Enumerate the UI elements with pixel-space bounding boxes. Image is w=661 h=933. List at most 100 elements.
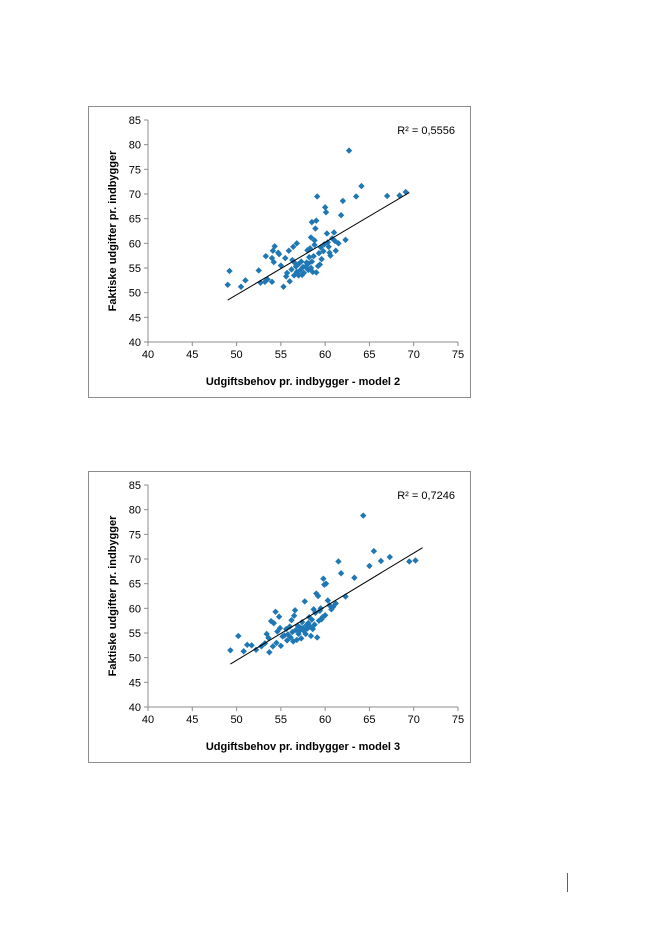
y-tick-label: 75 — [129, 529, 141, 541]
data-point — [412, 557, 419, 564]
data-point — [290, 243, 297, 250]
x-tick-label: 40 — [142, 349, 154, 361]
data-point — [330, 229, 338, 236]
x-tick-label: 55 — [275, 349, 287, 361]
data-point — [248, 642, 255, 649]
data-point — [242, 277, 249, 284]
r-squared-label: R² = 0,7246 — [397, 490, 455, 502]
y-tick-label: 55 — [129, 628, 141, 640]
data-point — [327, 252, 334, 259]
data-point — [332, 247, 339, 254]
data-point — [224, 281, 231, 288]
data-point — [291, 607, 299, 614]
data-point — [288, 616, 295, 624]
data-point — [302, 630, 309, 638]
data-point — [311, 237, 318, 244]
y-tick-label: 75 — [129, 164, 141, 176]
data-point — [307, 264, 315, 272]
data-point — [288, 266, 295, 273]
data-point — [268, 278, 276, 286]
data-point — [337, 212, 345, 219]
data-point — [321, 241, 328, 248]
y-tick-label: 80 — [129, 140, 141, 152]
data-point — [315, 250, 323, 257]
y-tick-label: 40 — [129, 337, 141, 349]
data-point — [323, 230, 331, 237]
data-point — [312, 225, 319, 232]
data-point — [325, 243, 332, 250]
data-point — [276, 624, 284, 632]
x-tick-label: 55 — [275, 714, 287, 726]
x-tick-label: 65 — [363, 714, 375, 726]
x-tick-label: 45 — [186, 349, 198, 361]
data-point — [366, 562, 373, 570]
y-tick-label: 50 — [129, 288, 141, 300]
x-tick-label: 50 — [230, 714, 242, 726]
data-point — [240, 648, 247, 655]
x-tick-label: 70 — [408, 714, 420, 726]
data-point — [271, 243, 278, 250]
data-point — [280, 283, 287, 290]
data-point — [299, 624, 307, 632]
scatter-chart-model-2: 40 45 50 55 60 65 70 75 80 85 40 45 50 55 60 65 70 75 Udgi… — [88, 106, 471, 398]
data-point — [320, 248, 327, 255]
data-point — [352, 193, 360, 200]
data-point — [273, 639, 280, 647]
data-point — [339, 197, 347, 205]
y-tick-label: 70 — [129, 189, 141, 201]
data-point — [301, 598, 308, 605]
data-point — [237, 283, 245, 290]
data-point — [306, 253, 313, 261]
data-point — [307, 234, 315, 241]
data-point — [270, 258, 277, 266]
data-point — [226, 267, 233, 275]
x-tick-label: 60 — [319, 349, 331, 361]
data-point — [321, 612, 329, 619]
chart-canvas: 40 45 50 55 60 65 70 75 80 85 40 45 50 55 60 65 70 75 Udgi… — [107, 480, 464, 753]
data-point — [360, 512, 367, 519]
data-point — [293, 240, 300, 247]
data-point — [285, 247, 293, 254]
data-point — [324, 239, 331, 246]
x-tick-label: 75 — [452, 349, 464, 361]
data-point — [298, 258, 305, 265]
data-point — [313, 269, 320, 276]
data-point — [275, 613, 283, 620]
trendline — [227, 192, 410, 301]
data-point — [316, 261, 324, 268]
y-tick-label: 55 — [129, 263, 141, 275]
data-point — [335, 558, 342, 565]
trendline — [230, 547, 423, 665]
data-point — [262, 252, 269, 260]
data-point — [283, 637, 291, 644]
page-marker — [567, 873, 568, 892]
y-tick-label: 50 — [129, 653, 141, 665]
x-tick-label: 75 — [452, 714, 464, 726]
data-point — [307, 632, 315, 640]
data-point — [337, 570, 345, 577]
data-point — [283, 269, 291, 277]
x-tick-label: 50 — [230, 349, 242, 361]
data-point — [275, 250, 283, 258]
data-point — [406, 558, 413, 565]
data-point — [300, 269, 308, 277]
data-point — [244, 641, 251, 649]
data-point — [383, 192, 391, 200]
data-point — [370, 547, 378, 555]
y-axis-title: Faktiske udgifter pr. indbygger — [107, 150, 119, 311]
data-point — [351, 574, 358, 581]
y-tick-label: 85 — [129, 480, 141, 492]
data-point — [255, 267, 262, 274]
data-point — [286, 278, 293, 285]
data-point — [227, 647, 234, 654]
x-tick-label: 40 — [142, 714, 154, 726]
x-axis-title: Udgiftsbehov pr. indbygger - model 3 — [206, 741, 400, 753]
r-squared-label: R² = 0,5556 — [397, 125, 455, 137]
y-tick-label: 45 — [129, 677, 141, 689]
data-point — [235, 632, 242, 640]
y-axis-title: Faktiske udgifter pr. indbygger — [107, 515, 119, 676]
data-point — [282, 273, 290, 280]
y-tick-label: 40 — [129, 702, 141, 714]
data-point — [377, 557, 385, 565]
scatter-chart-model-3: 40 45 50 55 60 65 70 75 80 85 40 45 50 55 60 65 70 75 Udgi… — [88, 471, 471, 763]
